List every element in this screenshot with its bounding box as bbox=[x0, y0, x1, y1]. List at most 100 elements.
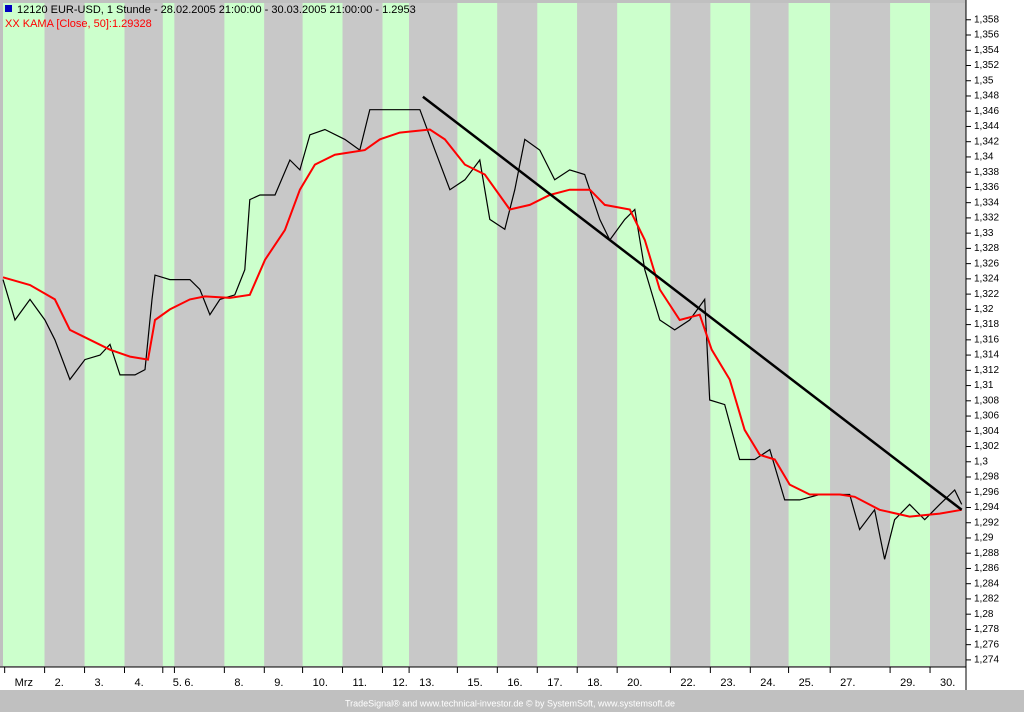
y-tick-label: 1,302 bbox=[974, 441, 999, 452]
y-axis-panel bbox=[966, 0, 1024, 690]
y-tick-label: 1,35 bbox=[974, 75, 994, 86]
series-icon bbox=[5, 5, 12, 12]
x-tick-label: 5. bbox=[173, 677, 182, 689]
x-tick-label: 30. bbox=[940, 677, 955, 689]
y-tick-label: 1,288 bbox=[974, 548, 999, 559]
y-tick-label: 1,324 bbox=[974, 274, 999, 285]
y-tick-label: 1,312 bbox=[974, 365, 999, 376]
x-tick-label: 8. bbox=[234, 677, 243, 689]
y-tick-label: 1,314 bbox=[974, 350, 999, 361]
y-tick-label: 1,354 bbox=[974, 45, 999, 56]
y-tick-label: 1,334 bbox=[974, 197, 999, 208]
y-tick-label: 1,32 bbox=[974, 304, 994, 315]
y-tick-label: 1,282 bbox=[974, 594, 999, 605]
x-tick-label: 23. bbox=[720, 677, 735, 689]
day-band bbox=[264, 3, 303, 666]
y-tick-label: 1,356 bbox=[974, 30, 999, 41]
x-tick-label: 2. bbox=[55, 677, 64, 689]
x-tick-label: 18. bbox=[587, 677, 602, 689]
x-tick-label: 27. bbox=[840, 677, 855, 689]
day-band bbox=[224, 3, 265, 666]
kama-line bbox=[2, 128, 962, 518]
x-tick-label: 10. bbox=[313, 677, 328, 689]
y-tick-label: 1,28 bbox=[974, 609, 994, 620]
y-tick-label: 1,306 bbox=[974, 411, 999, 422]
x-tick-label: 25. bbox=[799, 677, 814, 689]
trend-line bbox=[422, 95, 963, 511]
x-tick-label: 17. bbox=[547, 677, 562, 689]
y-tick-label: 1,34 bbox=[974, 152, 994, 163]
y-tick-label: 1,336 bbox=[974, 182, 999, 193]
x-tick-label: 16. bbox=[507, 677, 522, 689]
x-tick-label: 4. bbox=[134, 677, 143, 689]
day-bands bbox=[3, 3, 965, 666]
y-tick-label: 1,278 bbox=[974, 624, 999, 635]
x-tick-label: 9. bbox=[274, 677, 283, 689]
y-tick-label: 1,304 bbox=[974, 426, 999, 437]
day-band bbox=[577, 3, 618, 666]
day-band bbox=[617, 3, 671, 666]
day-band bbox=[3, 3, 45, 666]
day-band bbox=[382, 3, 410, 666]
day-band bbox=[457, 3, 498, 666]
y-tick-label: 1,346 bbox=[974, 106, 999, 117]
x-tick-label: 24. bbox=[760, 677, 775, 689]
day-band bbox=[788, 3, 831, 666]
x-tick-label: 11. bbox=[353, 677, 367, 689]
x-tick-label: 20. bbox=[627, 677, 642, 689]
y-tick-label: 1,294 bbox=[974, 502, 999, 513]
x-tick-label: 3. bbox=[95, 677, 104, 689]
day-band bbox=[302, 3, 343, 666]
y-tick-label: 1,338 bbox=[974, 167, 999, 178]
day-band bbox=[537, 3, 578, 666]
chart-title: 12120 EUR-USD, 1 Stunde - 28.02.2005 21:… bbox=[17, 4, 416, 16]
y-tick-label: 1,31 bbox=[974, 380, 994, 391]
day-band bbox=[174, 3, 225, 666]
footer: TradeSignal® and www.technical-investor.… bbox=[345, 698, 675, 708]
y-tick-label: 1,344 bbox=[974, 121, 999, 132]
day-band bbox=[342, 3, 383, 666]
y-tick-label: 1,318 bbox=[974, 319, 999, 330]
day-band bbox=[890, 3, 931, 666]
y-tick-label: 1,342 bbox=[974, 136, 999, 147]
x-tick-label: 15. bbox=[467, 677, 482, 689]
y-tick-label: 1,322 bbox=[974, 289, 999, 300]
y-tick-label: 1,332 bbox=[974, 213, 999, 224]
x-tick-label: 22. bbox=[680, 677, 695, 689]
y-tick-label: 1,298 bbox=[974, 472, 999, 483]
y-tick-label: 1,328 bbox=[974, 243, 999, 254]
y-tick-label: 1,276 bbox=[974, 639, 999, 650]
y-tick-label: 1,3 bbox=[974, 456, 988, 467]
day-band bbox=[84, 3, 125, 666]
y-tick-label: 1,29 bbox=[974, 533, 994, 544]
y-tick-label: 1,348 bbox=[974, 91, 999, 102]
day-band bbox=[124, 3, 163, 666]
day-band bbox=[497, 3, 538, 666]
x-tick-label: 29. bbox=[900, 677, 915, 689]
day-band bbox=[670, 3, 711, 666]
x-tick-label: 13. bbox=[419, 677, 434, 689]
x-tick-label: 6. bbox=[184, 677, 193, 689]
day-band bbox=[162, 3, 175, 666]
y-tick-label: 1,308 bbox=[974, 395, 999, 406]
x-tick-label: 12. bbox=[392, 677, 407, 689]
y-tick-label: 1,316 bbox=[974, 334, 999, 345]
indicator-label: XX KAMA [Close, 50]:1.29328 bbox=[5, 18, 152, 30]
y-tick-label: 1,286 bbox=[974, 563, 999, 574]
day-band bbox=[750, 3, 789, 666]
x-tick-label: Mrz bbox=[15, 677, 33, 689]
y-tick-label: 1,326 bbox=[974, 258, 999, 269]
y-tick-label: 1,296 bbox=[974, 487, 999, 498]
y-tick-label: 1,352 bbox=[974, 60, 999, 71]
y-tick-label: 1,274 bbox=[974, 655, 999, 666]
plot bbox=[2, 95, 963, 560]
y-tick-label: 1,284 bbox=[974, 578, 999, 589]
x-axis-panel bbox=[0, 667, 966, 690]
y-tick-label: 1,33 bbox=[974, 228, 994, 239]
y-tick-label: 1,358 bbox=[974, 14, 999, 25]
y-tick-label: 1,292 bbox=[974, 517, 999, 528]
price-line bbox=[2, 109, 963, 560]
day-band bbox=[830, 3, 891, 666]
